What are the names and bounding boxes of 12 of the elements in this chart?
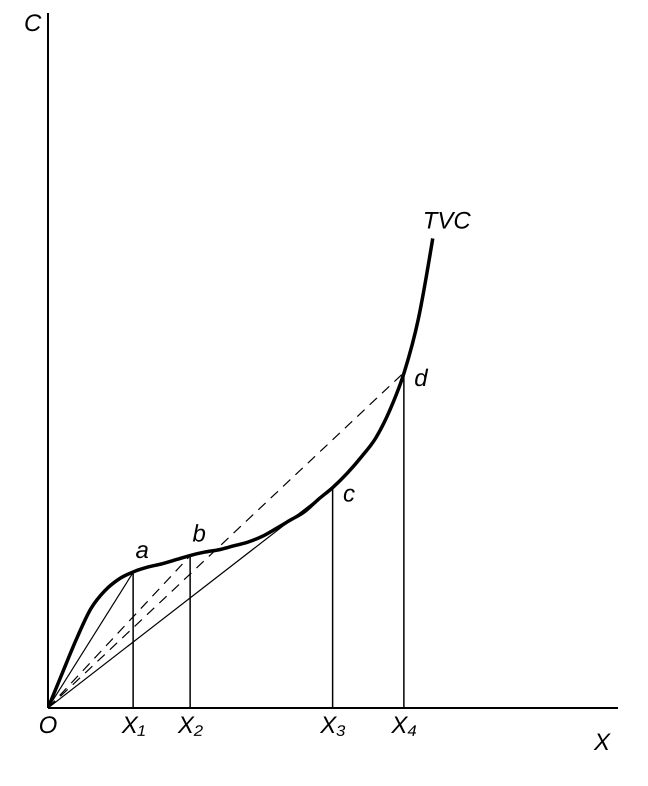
x-axis-title: X (592, 729, 611, 756)
series-label: TVC (422, 207, 472, 234)
annotation: a (136, 536, 149, 564)
x-tick-label: O (38, 712, 58, 740)
x-tick-label: X₂ (176, 712, 204, 740)
annotation: d (414, 365, 428, 392)
x-tick-label: X₃ (319, 712, 346, 740)
x-tick-label: X₄ (390, 712, 418, 740)
x-tick-label: X₁ (120, 712, 146, 740)
annotation: b (192, 520, 206, 548)
text: C (24, 10, 42, 37)
annotation: c (343, 480, 355, 508)
